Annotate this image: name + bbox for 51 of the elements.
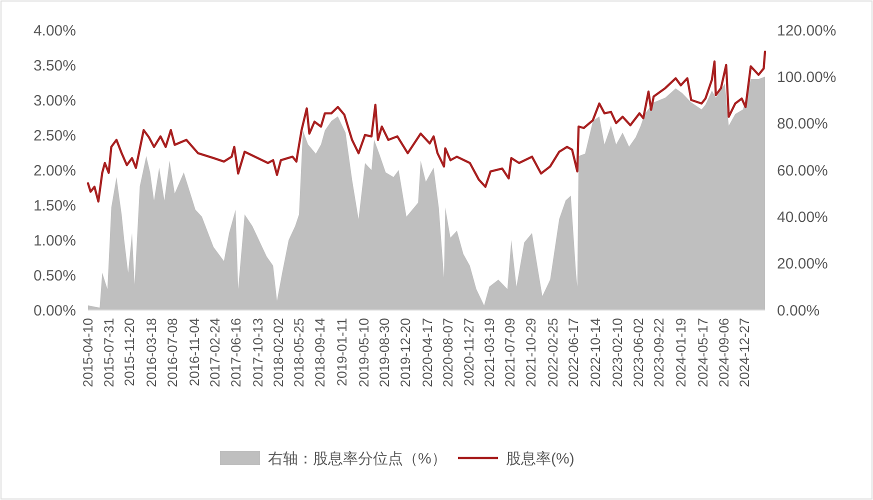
x-tick-label: 2018-02-02 <box>271 318 286 388</box>
y2-tick-label: 100.00% <box>777 68 836 86</box>
x-tick-label: 2021-07-09 <box>502 318 518 388</box>
y-tick-label: 4.00% <box>33 22 76 40</box>
x-tick-label: 2017-06-16 <box>228 318 244 388</box>
y2-tick-label: 40.00% <box>777 208 828 226</box>
x-tick-label: 2024-05-17 <box>696 318 711 388</box>
x-tick-label: 2016-11-04 <box>186 318 202 386</box>
y-tick-label: 1.50% <box>33 197 76 214</box>
line-series <box>86 50 766 203</box>
x-tick-label: 2018-05-25 <box>292 318 307 388</box>
x-tick-label: 2020-11-27 <box>461 318 476 386</box>
x-tick-label: 2020-04-17 <box>420 318 435 388</box>
x-tick-label: 2015-04-10 <box>80 318 96 388</box>
x-tick-label: 2018-09-14 <box>312 318 328 388</box>
x-tick-label: 2021-03-19 <box>482 318 498 388</box>
y-tick-label: 3.00% <box>33 92 76 110</box>
x-tick-label: 2021-10-29 <box>523 318 538 388</box>
x-tick-label: 2024-01-19 <box>674 318 689 388</box>
y-tick-label: 0.50% <box>33 267 76 284</box>
x-tick-label: 2020-08-07 <box>440 318 456 388</box>
y2-tick-label: 120.00% <box>777 22 836 40</box>
y2-tick-label: 0.00% <box>777 302 820 320</box>
x-tick-label: 2015-07-31 <box>101 318 116 388</box>
legend-label: 股息率(%) <box>506 450 574 468</box>
x-tick-label: 2022-10-14 <box>588 318 604 388</box>
x-tick-label: 2024-09-06 <box>716 318 732 388</box>
legend-label: 右轴：股息率分位点（%） <box>268 450 446 468</box>
x-tick-label: 2019-12-20 <box>398 318 413 388</box>
x-tick-label: 2023-06-02 <box>630 318 646 388</box>
x-tick-label: 2023-02-10 <box>610 318 626 388</box>
x-tick-label: 2016-03-18 <box>144 318 160 388</box>
x-tick-label: 2017-02-24 <box>208 318 223 388</box>
x-tick-label: 2024-12-27 <box>737 318 752 388</box>
y-tick-label: 0.00% <box>33 302 76 320</box>
y2-tick-label: 60.00% <box>777 162 828 180</box>
y2-tick-label: 20.00% <box>777 256 828 273</box>
x-tick-label: 2019-01-11 <box>334 318 350 386</box>
x-tick-label: 2023-09-22 <box>652 318 667 388</box>
x-tick-label: 2019-08-30 <box>377 318 392 388</box>
x-tick-label: 2022-06-17 <box>566 318 582 388</box>
x-tick-label: 2019-05-10 <box>356 318 372 388</box>
x-tick-label: 2017-10-13 <box>250 318 266 388</box>
y-tick-label: 2.50% <box>33 127 76 144</box>
x-tick-label: 2016-07-08 <box>164 318 180 388</box>
x-tick-label: 2015-11-20 <box>122 318 138 386</box>
y-tick-label: 3.50% <box>33 57 76 74</box>
y-tick-label: 2.00% <box>33 162 76 180</box>
y2-tick-label: 80.00% <box>777 116 828 133</box>
x-tick-label: 2022-02-25 <box>545 318 560 388</box>
y-tick-label: 1.00% <box>33 232 76 250</box>
